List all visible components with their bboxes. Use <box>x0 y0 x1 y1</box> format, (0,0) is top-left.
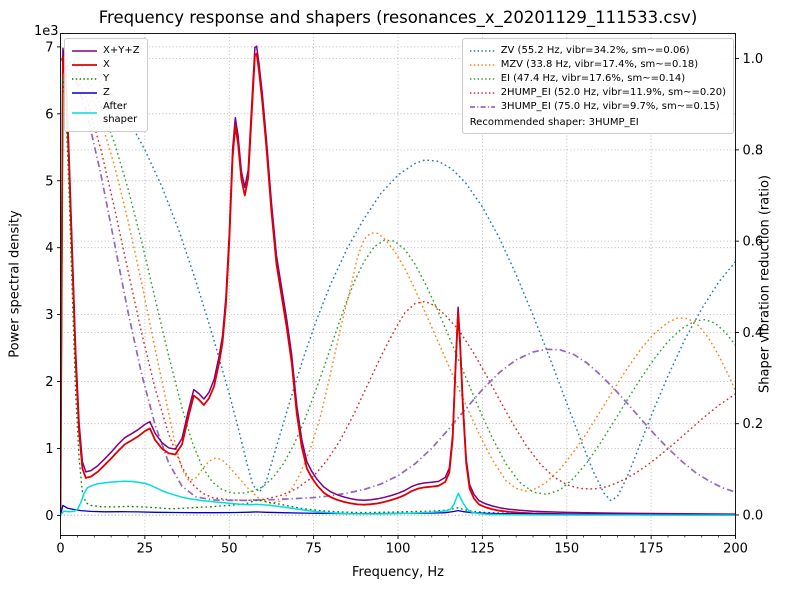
left-tick-label: 6 <box>45 107 53 122</box>
left-tick-label: 4 <box>45 241 53 256</box>
legend-line-sample-y <box>72 77 97 80</box>
x-tick-label: 100 <box>386 542 411 557</box>
right-tick-label: 1.0 <box>743 52 764 67</box>
legend-line-sample-zv <box>469 49 495 52</box>
legend-line-sample-z <box>72 91 97 94</box>
legend-item-x-y-z: X+Y+Z <box>71 44 140 57</box>
right-tick-label: 0.4 <box>743 326 764 341</box>
legend-item-zv: ZV (55.2 Hz, vibr=34.2%, sm~=0.06) <box>469 44 726 57</box>
x-tick-label: 75 <box>305 542 322 557</box>
series-layer <box>60 45 736 516</box>
series-z <box>60 504 736 516</box>
legend-item-mzv: MZV (33.8 Hz, vibr=17.4%, sm~=0.18) <box>469 58 726 71</box>
legend-line-sample-mzv <box>469 63 495 66</box>
legend-psd: X+Y+Z X Y Z After shaper <box>64 38 148 132</box>
legend-item-ei: EI (47.4 Hz, vibr=17.6%, sm~=0.14) <box>469 72 726 85</box>
legend-label: Z <box>103 87 110 98</box>
legend-line-sample-ei <box>469 77 495 80</box>
right-tick-label: 0.0 <box>743 508 764 523</box>
legend-shapers: ZV (55.2 Hz, vibr=34.2%, sm~=0.06) MZV (3… <box>461 38 734 134</box>
right-tick-label: 0.2 <box>743 417 764 432</box>
x-tick-label: 0 <box>56 542 64 557</box>
legend-line-sample-x-y-z <box>72 49 97 52</box>
legend-item-2hump-ei: 2HUMP_EI (52.0 Hz, vibr=11.9%, sm~=0.20) <box>469 86 726 99</box>
left-tick-label: 3 <box>45 308 53 323</box>
legend-line-sample-x <box>72 63 97 66</box>
x-tick-label: 125 <box>470 542 495 557</box>
series-3hump-ei <box>60 58 736 502</box>
legend-item-x: X <box>71 58 140 71</box>
legend-label: 2HUMP_EI (52.0 Hz, vibr=11.9%, sm~=0.20) <box>500 87 726 98</box>
legend-label: ZV (55.2 Hz, vibr=34.2%, sm~=0.06) <box>500 45 690 56</box>
x-tick-label: 175 <box>639 542 664 557</box>
right-tick-label: 0.6 <box>743 235 764 250</box>
series-mzv <box>60 57 736 505</box>
legend-item-after-shaper: After shaper <box>71 100 140 126</box>
ticks <box>57 46 739 539</box>
series-2hump-ei <box>60 58 736 502</box>
legend-item-z: Z <box>71 86 140 99</box>
legend-label: After shaper <box>103 101 138 125</box>
legend-label: EI (47.4 Hz, vibr=17.6%, sm~=0.14) <box>500 73 686 84</box>
left-tick-label: 1 <box>45 442 53 457</box>
x-tick-label: 150 <box>554 542 579 557</box>
legend-label: 3HUMP_EI (75.0 Hz, vibr=9.7%, sm~=0.15) <box>500 101 720 112</box>
x-tick-label: 50 <box>221 542 238 557</box>
legend-label: X+Y+Z <box>103 45 140 56</box>
chart-title: Frequency response and shapers (resonanc… <box>98 8 698 27</box>
x-tick-label: 25 <box>137 542 154 557</box>
grid <box>60 33 736 536</box>
recommended-shaper-text: Recommended shaper: 3HUMP_EI <box>469 117 639 128</box>
series-after-shaper <box>60 480 736 516</box>
left-axis-title: Power spectral density <box>7 210 23 358</box>
legend-line-sample-3hump-ei <box>469 105 495 108</box>
legend-label: MZV (33.8 Hz, vibr=17.4%, sm~=0.18) <box>500 59 699 70</box>
left-tick-label: 2 <box>45 375 53 390</box>
legend-line-sample-after-shaper <box>72 112 97 114</box>
left-axis-offset-text: 1e3 <box>34 24 59 39</box>
legend-label: Y <box>103 73 110 84</box>
left-tick-label: 0 <box>45 509 53 524</box>
series-zv <box>60 57 736 502</box>
legend-label: X <box>103 59 110 70</box>
legend-line-sample-2hump-ei <box>469 91 495 94</box>
tick-labels: 0 25 50 75 100 125 150 175 200 0 1 2 3 4 5 6 7 0.0 0.2 0.4 0… <box>45 40 763 556</box>
legend-item-y: Y <box>71 72 140 85</box>
x-axis-title: Frequency, Hz <box>351 565 445 580</box>
right-tick-label: 0.8 <box>743 143 764 158</box>
legend-item-3hump-ei: 3HUMP_EI (75.0 Hz, vibr=9.7%, sm~=0.15) <box>469 100 726 113</box>
x-tick-label: 200 <box>723 542 748 557</box>
right-axis-title: Shaper vibration reduction (ratio) <box>757 175 773 393</box>
left-tick-label: 5 <box>45 174 53 189</box>
series-y <box>60 76 736 516</box>
left-tick-label: 7 <box>45 40 53 55</box>
series-x <box>60 52 736 516</box>
